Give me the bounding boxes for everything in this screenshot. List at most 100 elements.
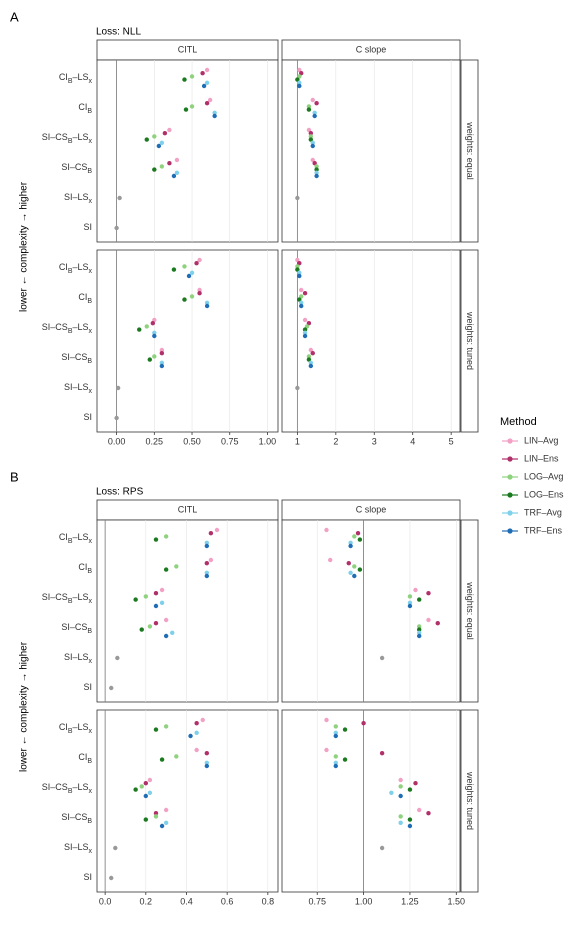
label-part: –LS <box>72 722 88 732</box>
point <box>139 627 144 632</box>
label-part: SI <box>83 682 92 692</box>
label-part: x <box>89 598 93 605</box>
point <box>115 655 120 661</box>
point <box>143 781 149 786</box>
label-part: SI–LS <box>64 382 89 392</box>
point <box>302 327 308 332</box>
point <box>379 655 385 661</box>
point <box>295 195 300 201</box>
label-part: x <box>89 328 93 335</box>
point <box>153 537 159 542</box>
point <box>189 74 195 79</box>
label-part: B <box>87 818 92 825</box>
point <box>308 137 314 142</box>
point <box>159 757 165 762</box>
label-part: x <box>89 658 93 665</box>
label-part: x <box>89 388 93 395</box>
legend-title: Method <box>500 416 537 428</box>
y-axis-label: lower ← complexity → higher <box>19 181 30 312</box>
x-tick-label: 4 <box>410 436 415 446</box>
point <box>152 167 157 172</box>
point <box>144 324 149 329</box>
panel <box>281 59 461 243</box>
point <box>407 787 413 792</box>
point <box>407 600 413 605</box>
point <box>147 624 153 629</box>
point <box>297 273 302 279</box>
point <box>159 140 165 145</box>
label-part: SI–CS <box>61 162 87 172</box>
point <box>194 747 199 753</box>
label-part: B <box>68 538 73 545</box>
label-part: –LS <box>72 72 88 82</box>
point <box>204 751 210 756</box>
point <box>163 724 169 729</box>
point <box>207 97 213 103</box>
point <box>152 333 157 339</box>
label-part: x <box>89 788 93 795</box>
y-tick-label: CIB <box>78 292 92 305</box>
point <box>188 733 193 739</box>
x-tick-label: 0.00 <box>108 436 126 446</box>
point <box>156 143 162 149</box>
point <box>153 727 159 732</box>
point <box>379 751 385 756</box>
label-part: SI <box>83 872 92 882</box>
point <box>197 291 202 296</box>
point <box>398 793 403 799</box>
point <box>417 630 422 635</box>
x-tick-label: 0.50 <box>183 436 201 446</box>
point <box>306 354 312 359</box>
point <box>197 287 202 293</box>
point <box>435 621 440 626</box>
point <box>163 567 169 572</box>
point <box>346 561 351 566</box>
x-tick-label: 0.4 <box>180 896 193 906</box>
label-part: SI–CS <box>42 132 68 142</box>
point <box>167 161 172 166</box>
label-part: B <box>68 728 73 735</box>
point <box>147 790 153 795</box>
label-part: B <box>68 328 73 335</box>
point <box>174 170 180 175</box>
label-part: SI <box>83 222 92 232</box>
point <box>310 157 315 163</box>
point <box>204 561 210 566</box>
point <box>417 633 422 639</box>
point <box>333 754 338 759</box>
point <box>204 543 210 549</box>
label-part: –LS <box>72 262 88 272</box>
point <box>204 760 210 765</box>
point <box>167 127 172 133</box>
label-part: B <box>68 788 73 795</box>
point <box>189 294 195 299</box>
point <box>314 167 319 172</box>
legend-label: TRF–Ens <box>524 525 563 535</box>
label-part: B <box>87 298 92 305</box>
point <box>162 131 168 136</box>
point <box>407 823 413 829</box>
label-part: x <box>89 268 93 275</box>
point <box>204 573 210 579</box>
label-part: –LS <box>72 132 88 142</box>
point <box>314 101 319 106</box>
point <box>200 71 205 76</box>
point <box>152 354 157 359</box>
x-tick-label: 0.0 <box>99 896 112 906</box>
legend-label: LOG–Ens <box>524 489 564 499</box>
point <box>143 594 149 599</box>
panel <box>281 709 461 893</box>
point <box>113 845 118 851</box>
point <box>328 557 333 563</box>
point <box>302 333 308 339</box>
point <box>204 540 210 545</box>
point <box>379 845 385 851</box>
point <box>306 107 312 112</box>
point <box>355 531 361 536</box>
panel <box>281 519 461 703</box>
point <box>297 74 302 79</box>
point <box>194 730 199 735</box>
point <box>137 327 142 332</box>
point <box>214 527 220 533</box>
point <box>413 587 418 593</box>
